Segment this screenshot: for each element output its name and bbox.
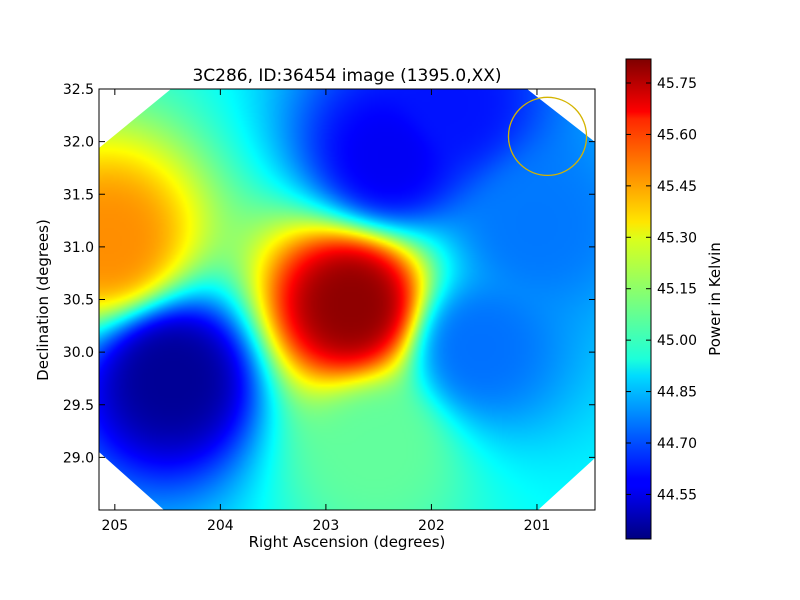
- colorbar-tick-label: 45.15: [657, 282, 697, 298]
- heatmap-area: [99, 89, 595, 510]
- x-tick-label: 205: [101, 518, 128, 534]
- colorbar-tick-label: 44.70: [657, 436, 697, 452]
- y-tick-label: 31.5: [63, 187, 94, 203]
- x-axis-label: Right Ascension (degrees): [249, 533, 446, 551]
- colorbar-tick-label: 45.60: [657, 127, 697, 143]
- x-tick-label: 202: [418, 518, 445, 534]
- y-axis-ticks: 29.0 29.5 30.0 30.5 31.0 31.5 32.0 32.5: [63, 82, 595, 466]
- colorbar-tick-label: 45.45: [657, 179, 697, 195]
- y-tick-label: 30.0: [63, 345, 94, 361]
- colorbar: 44.55 44.70 44.85 45.00 45.15 45.30 45.45 45.60…: [625, 58, 724, 540]
- colorbar-tick-label: 44.55: [657, 487, 697, 503]
- y-tick-label: 30.5: [63, 293, 94, 309]
- y-axis-label: Declination (degrees): [34, 219, 52, 381]
- colorbar-label: Power in Kelvin: [706, 242, 724, 356]
- x-axis-ticks: 205 204 203 202 201: [101, 89, 550, 534]
- y-tick-label: 32.5: [63, 82, 94, 98]
- y-tick-label: 29.5: [63, 398, 94, 414]
- x-tick-label: 203: [313, 518, 340, 534]
- colorbar-tick-label: 45.00: [657, 333, 697, 349]
- colorbar-tick-label: 44.85: [657, 385, 697, 401]
- colorbar-frame: [625, 58, 652, 540]
- y-tick-label: 32.0: [63, 135, 94, 151]
- colorbar-gradient: [626, 59, 651, 539]
- heatmap-image: [99, 89, 595, 510]
- x-tick-label: 201: [524, 518, 551, 534]
- colorbar-tick-label: 45.30: [657, 230, 697, 246]
- colorbar-tick-label: 45.75: [657, 76, 697, 92]
- y-tick-label: 29.0: [63, 450, 94, 466]
- chart-title: 3C286, ID:36454 image (1395.0,XX): [192, 66, 501, 86]
- x-tick-label: 204: [207, 518, 234, 534]
- beam-marker: [507, 96, 588, 177]
- y-tick-label: 31.0: [63, 240, 94, 256]
- colorbar-ticks: 44.55 44.70 44.85 45.00 45.15 45.30 45.45 45.60…: [626, 76, 697, 503]
